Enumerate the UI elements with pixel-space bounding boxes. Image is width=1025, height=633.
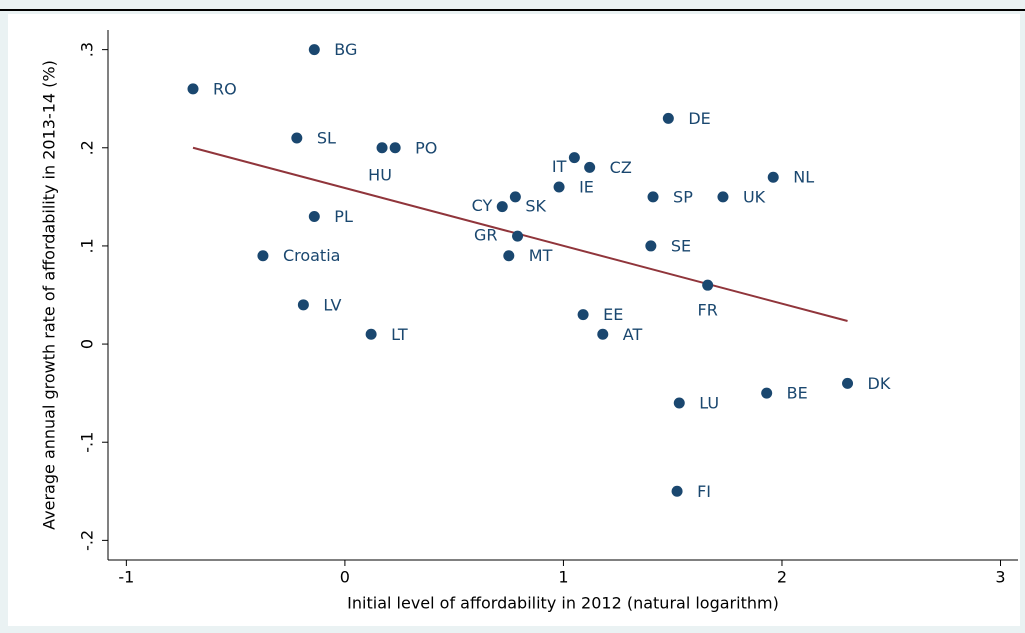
x-tick-label: 1 xyxy=(558,568,568,587)
point xyxy=(509,191,521,203)
point-label: UK xyxy=(743,187,766,206)
point-label: IE xyxy=(579,178,594,197)
x-axis-title: Initial level of affordability in 2012 (… xyxy=(347,594,779,613)
point xyxy=(647,191,659,203)
point xyxy=(761,387,773,399)
y-tick-label: -.1 xyxy=(78,432,97,453)
point-label: FI xyxy=(697,482,711,501)
point xyxy=(577,309,589,321)
point-label: EE xyxy=(603,305,623,324)
point-label: SK xyxy=(525,196,546,215)
point-label: GR xyxy=(474,226,498,245)
point-label: PO xyxy=(415,138,437,157)
point xyxy=(597,328,609,340)
point xyxy=(308,210,320,222)
x-tick-label: 3 xyxy=(995,568,1005,587)
x-tick-label: -1 xyxy=(118,568,134,587)
x-tick-label: 2 xyxy=(777,568,787,587)
point xyxy=(496,201,508,213)
point xyxy=(512,230,524,242)
point-label: FR xyxy=(698,301,718,320)
point xyxy=(842,377,854,389)
point xyxy=(673,397,685,409)
point-label: RO xyxy=(213,79,237,98)
point xyxy=(568,152,580,164)
point xyxy=(767,171,779,183)
point-label: BE xyxy=(787,384,808,403)
point-label: LT xyxy=(391,325,408,344)
point-label: SE xyxy=(671,236,691,255)
point-label: BG xyxy=(334,40,357,59)
point xyxy=(645,240,657,252)
y-tick-label: .2 xyxy=(78,140,97,155)
point xyxy=(297,299,309,311)
point xyxy=(702,279,714,291)
point xyxy=(503,250,515,262)
point-label: LV xyxy=(323,295,341,314)
y-tick-label: -.2 xyxy=(78,530,97,551)
point xyxy=(257,250,269,262)
point-label: LU xyxy=(699,393,719,412)
y-tick-label: .1 xyxy=(78,238,97,253)
point xyxy=(187,83,199,95)
point xyxy=(671,485,683,497)
point-label: CY xyxy=(472,196,493,215)
y-axis-title: Average annual growth rate of affordabil… xyxy=(40,60,59,530)
point-label: CZ xyxy=(610,158,632,177)
point-label: Croatia xyxy=(283,246,341,265)
point xyxy=(584,161,596,173)
point xyxy=(717,191,729,203)
point-label: SP xyxy=(673,187,693,206)
point xyxy=(376,142,388,154)
plot-panel xyxy=(8,14,1020,626)
point-label: NL xyxy=(793,168,814,187)
x-tick-label: 0 xyxy=(340,568,350,587)
point-label: AT xyxy=(623,325,643,344)
point xyxy=(291,132,303,144)
y-tick-label: .3 xyxy=(78,42,97,57)
point xyxy=(553,181,565,193)
point xyxy=(662,112,674,124)
point-label: MT xyxy=(529,246,553,265)
point-label: DE xyxy=(688,109,710,128)
point xyxy=(365,328,377,340)
point-label: HU xyxy=(368,165,392,184)
point-label: SL xyxy=(317,128,336,147)
point-label: PL xyxy=(334,207,353,226)
point-label: IT xyxy=(552,157,567,176)
point xyxy=(308,44,320,56)
point-label: DK xyxy=(868,374,891,393)
y-tick-label: 0 xyxy=(78,339,97,349)
point xyxy=(389,142,401,154)
